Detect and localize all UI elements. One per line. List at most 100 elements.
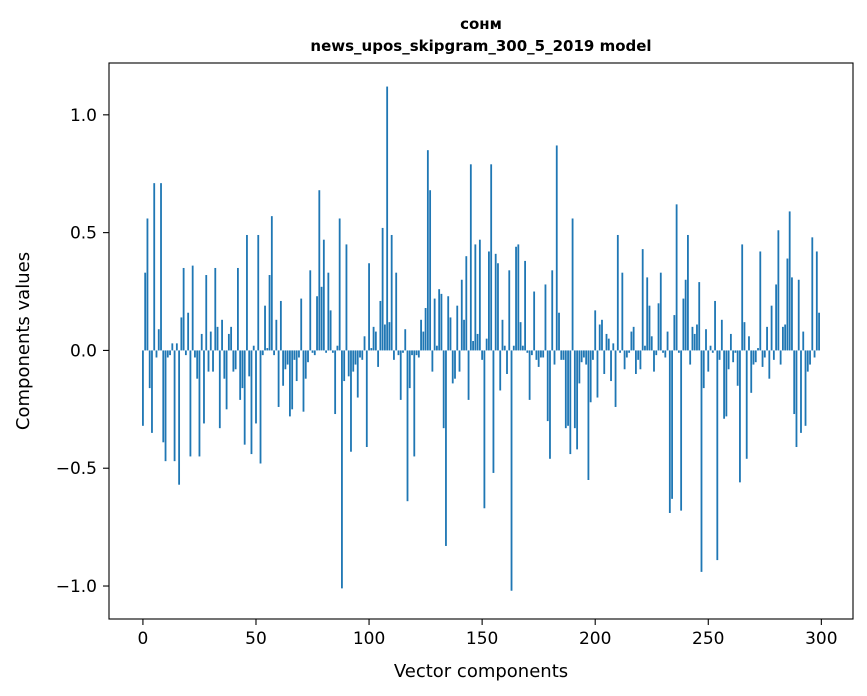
bar: [659, 272, 662, 351]
bar: [420, 319, 422, 351]
bar: [433, 298, 436, 351]
bar: [530, 350, 533, 356]
bar: [671, 350, 673, 499]
x-tick-label: 250: [692, 629, 724, 649]
bar: [194, 350, 196, 358]
bar: [447, 296, 450, 351]
bar: [257, 234, 260, 351]
bar: [623, 350, 626, 370]
x-tick-label: 150: [466, 629, 498, 649]
bar: [246, 234, 248, 351]
bar: [164, 350, 167, 462]
bar: [748, 336, 750, 351]
bar: [469, 164, 472, 351]
bar: [707, 350, 710, 372]
bar: [763, 350, 766, 358]
bar: [313, 350, 316, 356]
bar: [460, 279, 463, 351]
bar: [390, 234, 393, 351]
bar: [465, 256, 468, 351]
bar: [343, 350, 346, 382]
bar: [540, 350, 542, 358]
bar: [241, 350, 244, 389]
bar: [696, 324, 698, 351]
bar: [191, 265, 194, 351]
bar: [476, 333, 479, 351]
bar: [454, 350, 456, 379]
bar: [232, 350, 235, 372]
bar: [684, 279, 687, 351]
bar: [551, 270, 554, 351]
bar: [558, 312, 560, 351]
bar: [775, 284, 778, 351]
bar: [354, 350, 357, 365]
bar: [802, 331, 805, 351]
bar: [786, 258, 789, 351]
bar: [592, 350, 594, 360]
bar: [225, 350, 228, 410]
bar: [383, 324, 386, 351]
bar: [560, 350, 563, 360]
bar: [517, 244, 520, 351]
bar: [146, 218, 149, 351]
bar: [162, 350, 165, 443]
bar: [809, 350, 811, 365]
bar: [569, 350, 572, 455]
bar: [754, 350, 757, 363]
x-tick-label: 300: [805, 629, 837, 649]
bar: [648, 305, 651, 351]
bar: [662, 350, 664, 353]
bar: [779, 350, 782, 365]
bar: [571, 218, 574, 351]
bar: [499, 350, 502, 391]
bar: [526, 350, 529, 353]
bar: [677, 350, 680, 353]
bar: [655, 350, 658, 356]
bar: [544, 284, 547, 351]
bar: [510, 350, 513, 591]
bar: [363, 336, 366, 351]
bar: [318, 190, 321, 351]
chart-title: сонм: [460, 15, 502, 33]
bar: [142, 350, 144, 426]
bar: [546, 350, 549, 422]
bar: [248, 350, 251, 377]
bar: [200, 333, 203, 351]
bar: [578, 350, 581, 384]
bar: [151, 350, 153, 433]
bar: [397, 350, 400, 356]
bar: [365, 350, 368, 448]
bar: [693, 333, 696, 351]
bar: [573, 350, 576, 429]
bar: [331, 350, 334, 353]
bar: [492, 350, 495, 473]
bar: [781, 326, 784, 351]
bar: [325, 350, 327, 353]
bar: [327, 272, 330, 351]
bar: [322, 239, 325, 351]
bar: [813, 350, 816, 358]
bar: [316, 296, 318, 351]
bar: [521, 345, 524, 351]
bar: [553, 350, 556, 365]
bar: [734, 350, 737, 353]
bar: [585, 350, 588, 365]
bar: [422, 331, 425, 351]
y-axis-ticks: −1.0 −0.5 0.0 0.5 1.0: [56, 106, 109, 597]
bar: [625, 350, 628, 358]
bar: [182, 267, 185, 351]
bar: [537, 350, 540, 367]
bar: [519, 322, 522, 351]
bar: [431, 350, 434, 372]
bar: [687, 234, 689, 351]
bar: [580, 350, 583, 363]
bar: [795, 350, 798, 448]
bar: [404, 329, 407, 351]
bar: [268, 275, 271, 351]
bar: [605, 333, 608, 351]
bar: [641, 249, 644, 351]
bar: [668, 350, 671, 513]
bar: [350, 350, 352, 452]
bar: [716, 350, 719, 561]
bar: [298, 350, 300, 358]
